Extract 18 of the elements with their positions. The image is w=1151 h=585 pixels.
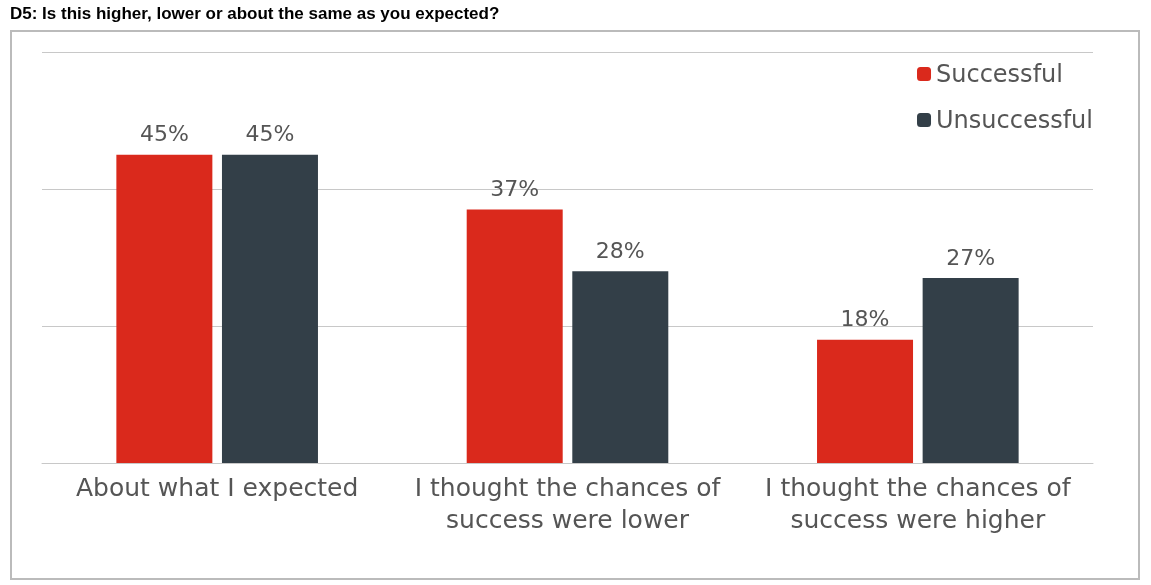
x-tick-label: I thought the chances of success were lower — [414, 472, 722, 534]
data-label: 45% — [245, 121, 295, 147]
bar — [922, 278, 1019, 463]
data-label: 27% — [946, 244, 996, 270]
x-tick-label: I thought the chances of success were higher — [765, 472, 1072, 534]
x-tick-label: About what I expected — [76, 472, 359, 502]
legend-label: Successful — [936, 60, 1063, 88]
data-label: 28% — [595, 237, 645, 263]
chart-title: D5: Is this higher, lower or about the same as you expected? — [9, 3, 501, 25]
data-label: 45% — [139, 121, 189, 147]
bar — [221, 154, 318, 463]
bar — [817, 339, 914, 463]
legend-label: Unsuccessful — [936, 106, 1093, 134]
data-label: 37% — [490, 176, 540, 202]
bar — [466, 209, 563, 463]
bar — [572, 271, 669, 463]
bar — [116, 154, 213, 463]
data-label: 18% — [840, 306, 890, 332]
